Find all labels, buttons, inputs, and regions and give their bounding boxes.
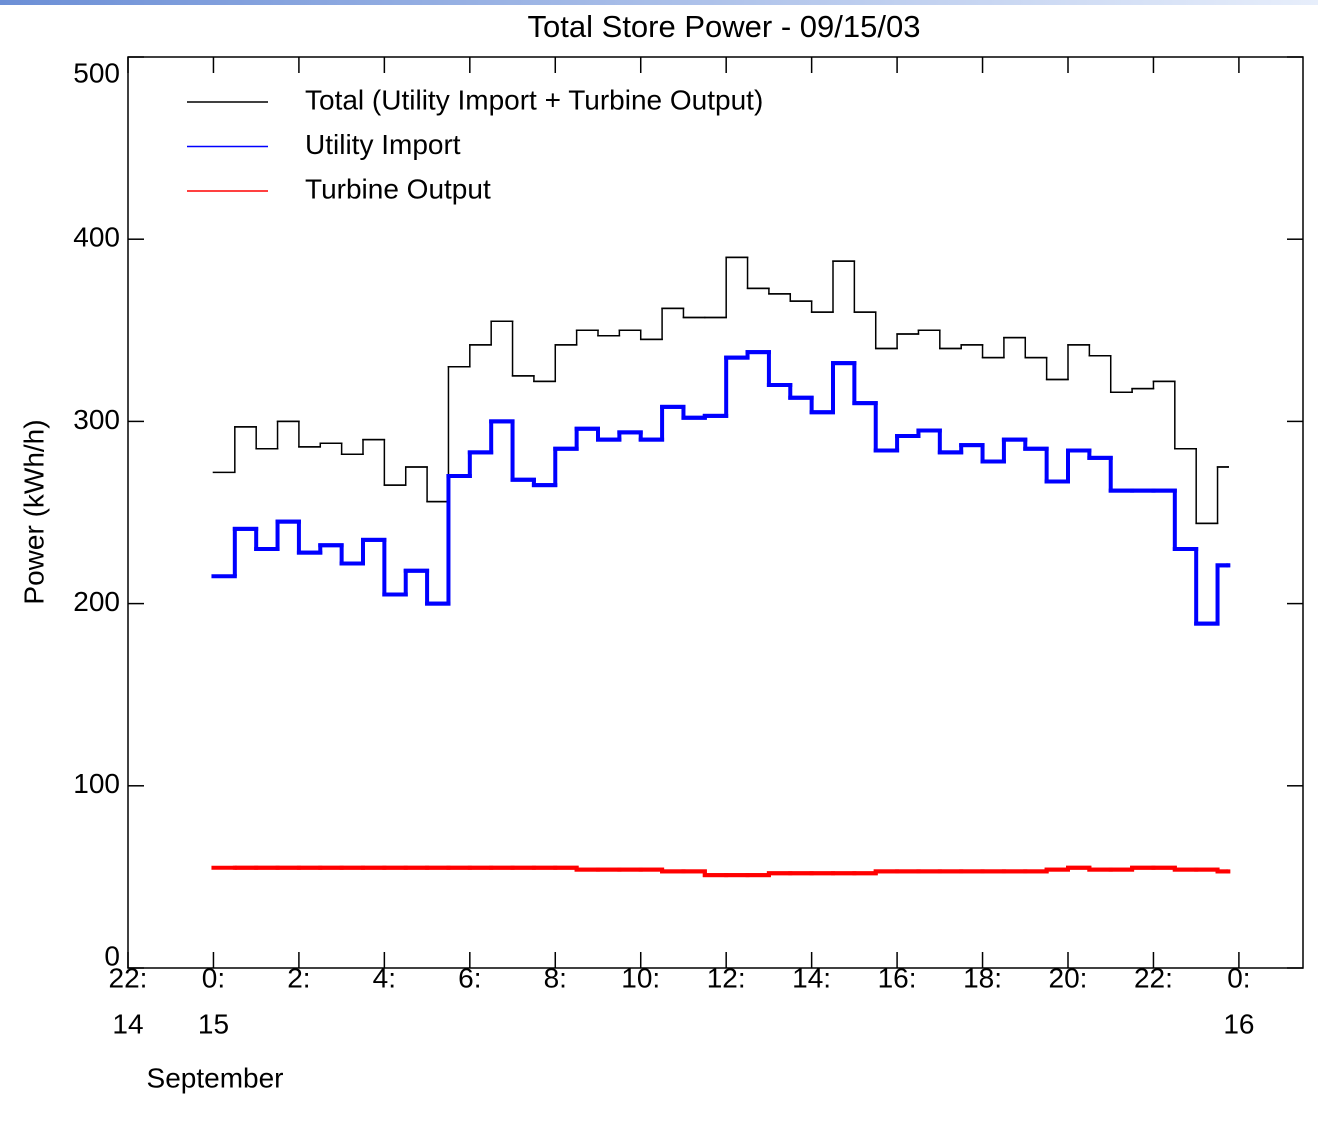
y-tick-label: 0	[104, 940, 120, 971]
step-connector	[234, 256, 1229, 525]
legend-label: Total (Utility Import + Turbine Output)	[305, 84, 763, 115]
x-tick-label: 8:	[544, 962, 567, 993]
y-tick-label: 200	[73, 586, 120, 617]
x-day-label: 16	[1223, 1008, 1254, 1039]
x-tick-label: 0:	[1227, 962, 1250, 993]
chart-title: Total Store Power - 09/15/03	[528, 9, 921, 44]
x-day-label: 14	[112, 1008, 143, 1039]
legend-label: Turbine Output	[305, 173, 491, 204]
x-tick-label: 4:	[373, 962, 396, 993]
x-day-label: 15	[198, 1008, 229, 1039]
top-strip	[0, 0, 1318, 5]
y-tick-label: 500	[73, 57, 120, 88]
y-tick-label: 400	[73, 222, 120, 253]
x-axis-label: September	[147, 1062, 284, 1093]
x-tick-label: 6:	[458, 962, 481, 993]
plot-frame	[127, 56, 1304, 969]
x-tick-label: 0:	[202, 962, 225, 993]
x-tick-label: 2:	[287, 962, 310, 993]
y-tick-label: 100	[73, 768, 120, 799]
step-connector	[232, 350, 1229, 626]
y-tick-label: 300	[73, 404, 120, 435]
legend-label: Utility Import	[305, 129, 461, 160]
y-axis-label: Power (kWh/h)	[18, 419, 49, 604]
